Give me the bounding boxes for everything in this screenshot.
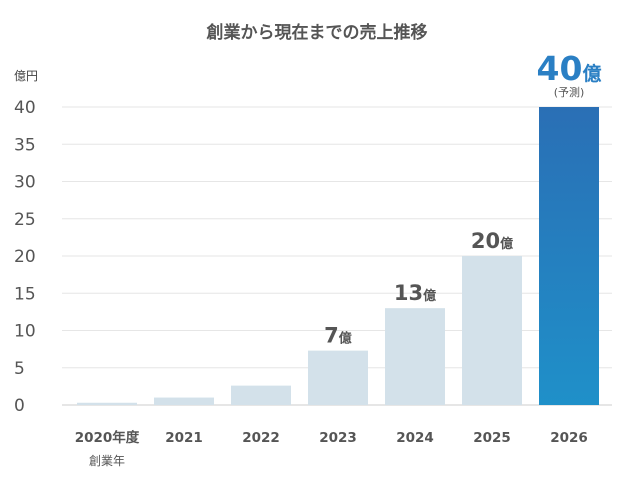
x-tick-label: 2020年度 — [75, 429, 140, 446]
data-label: 13億 — [394, 281, 436, 305]
data-label-value: 20 — [471, 229, 500, 253]
x-tick-label: 2024 — [396, 430, 434, 446]
data-label-unit: 億 — [339, 331, 352, 347]
grid-layer — [62, 106, 612, 406]
data-label-value: 13 — [394, 281, 423, 305]
x-tick-label: 2026 — [550, 430, 588, 446]
bar — [385, 308, 445, 405]
y-tick-label: 30 — [14, 173, 36, 193]
y-axis-unit-label: 億円 — [14, 69, 38, 83]
y-tick-label: 40 — [14, 98, 36, 118]
y-tick-label: 20 — [14, 247, 36, 267]
bar — [77, 402, 137, 405]
forecast-note: (予測) — [554, 85, 585, 99]
data-label-unit: 億 — [500, 236, 513, 252]
data-label: 20億 — [471, 229, 513, 253]
bar — [462, 256, 522, 405]
x-tick-label: 2025 — [473, 430, 511, 446]
x-tick-label: 2023 — [319, 430, 357, 446]
x-tick-label: 2021 — [165, 430, 203, 446]
bar — [539, 107, 599, 405]
x-tick-label: 2022 — [242, 430, 280, 446]
chart-title: 創業から現在までの売上推移 — [206, 22, 428, 43]
data-label: 7億 — [324, 324, 352, 348]
y-tick-label: 0 — [14, 396, 25, 416]
data-label: 40億 — [537, 49, 602, 88]
y-tick-label: 10 — [14, 322, 36, 342]
bar — [308, 350, 368, 405]
bar — [154, 397, 214, 405]
y-tick-label: 5 — [14, 359, 25, 379]
bar-layer — [77, 107, 599, 405]
y-tick-label: 15 — [14, 284, 36, 304]
data-label-value: 7 — [324, 324, 339, 348]
y-tick-label: 25 — [14, 210, 36, 230]
y-tick-label: 35 — [14, 135, 36, 155]
data-label-unit: 億 — [582, 62, 601, 85]
data-label-value: 40 — [537, 49, 583, 88]
x-tick-sublabel: 創業年 — [89, 454, 125, 468]
data-label-unit: 億 — [423, 288, 436, 304]
bar — [231, 385, 291, 405]
